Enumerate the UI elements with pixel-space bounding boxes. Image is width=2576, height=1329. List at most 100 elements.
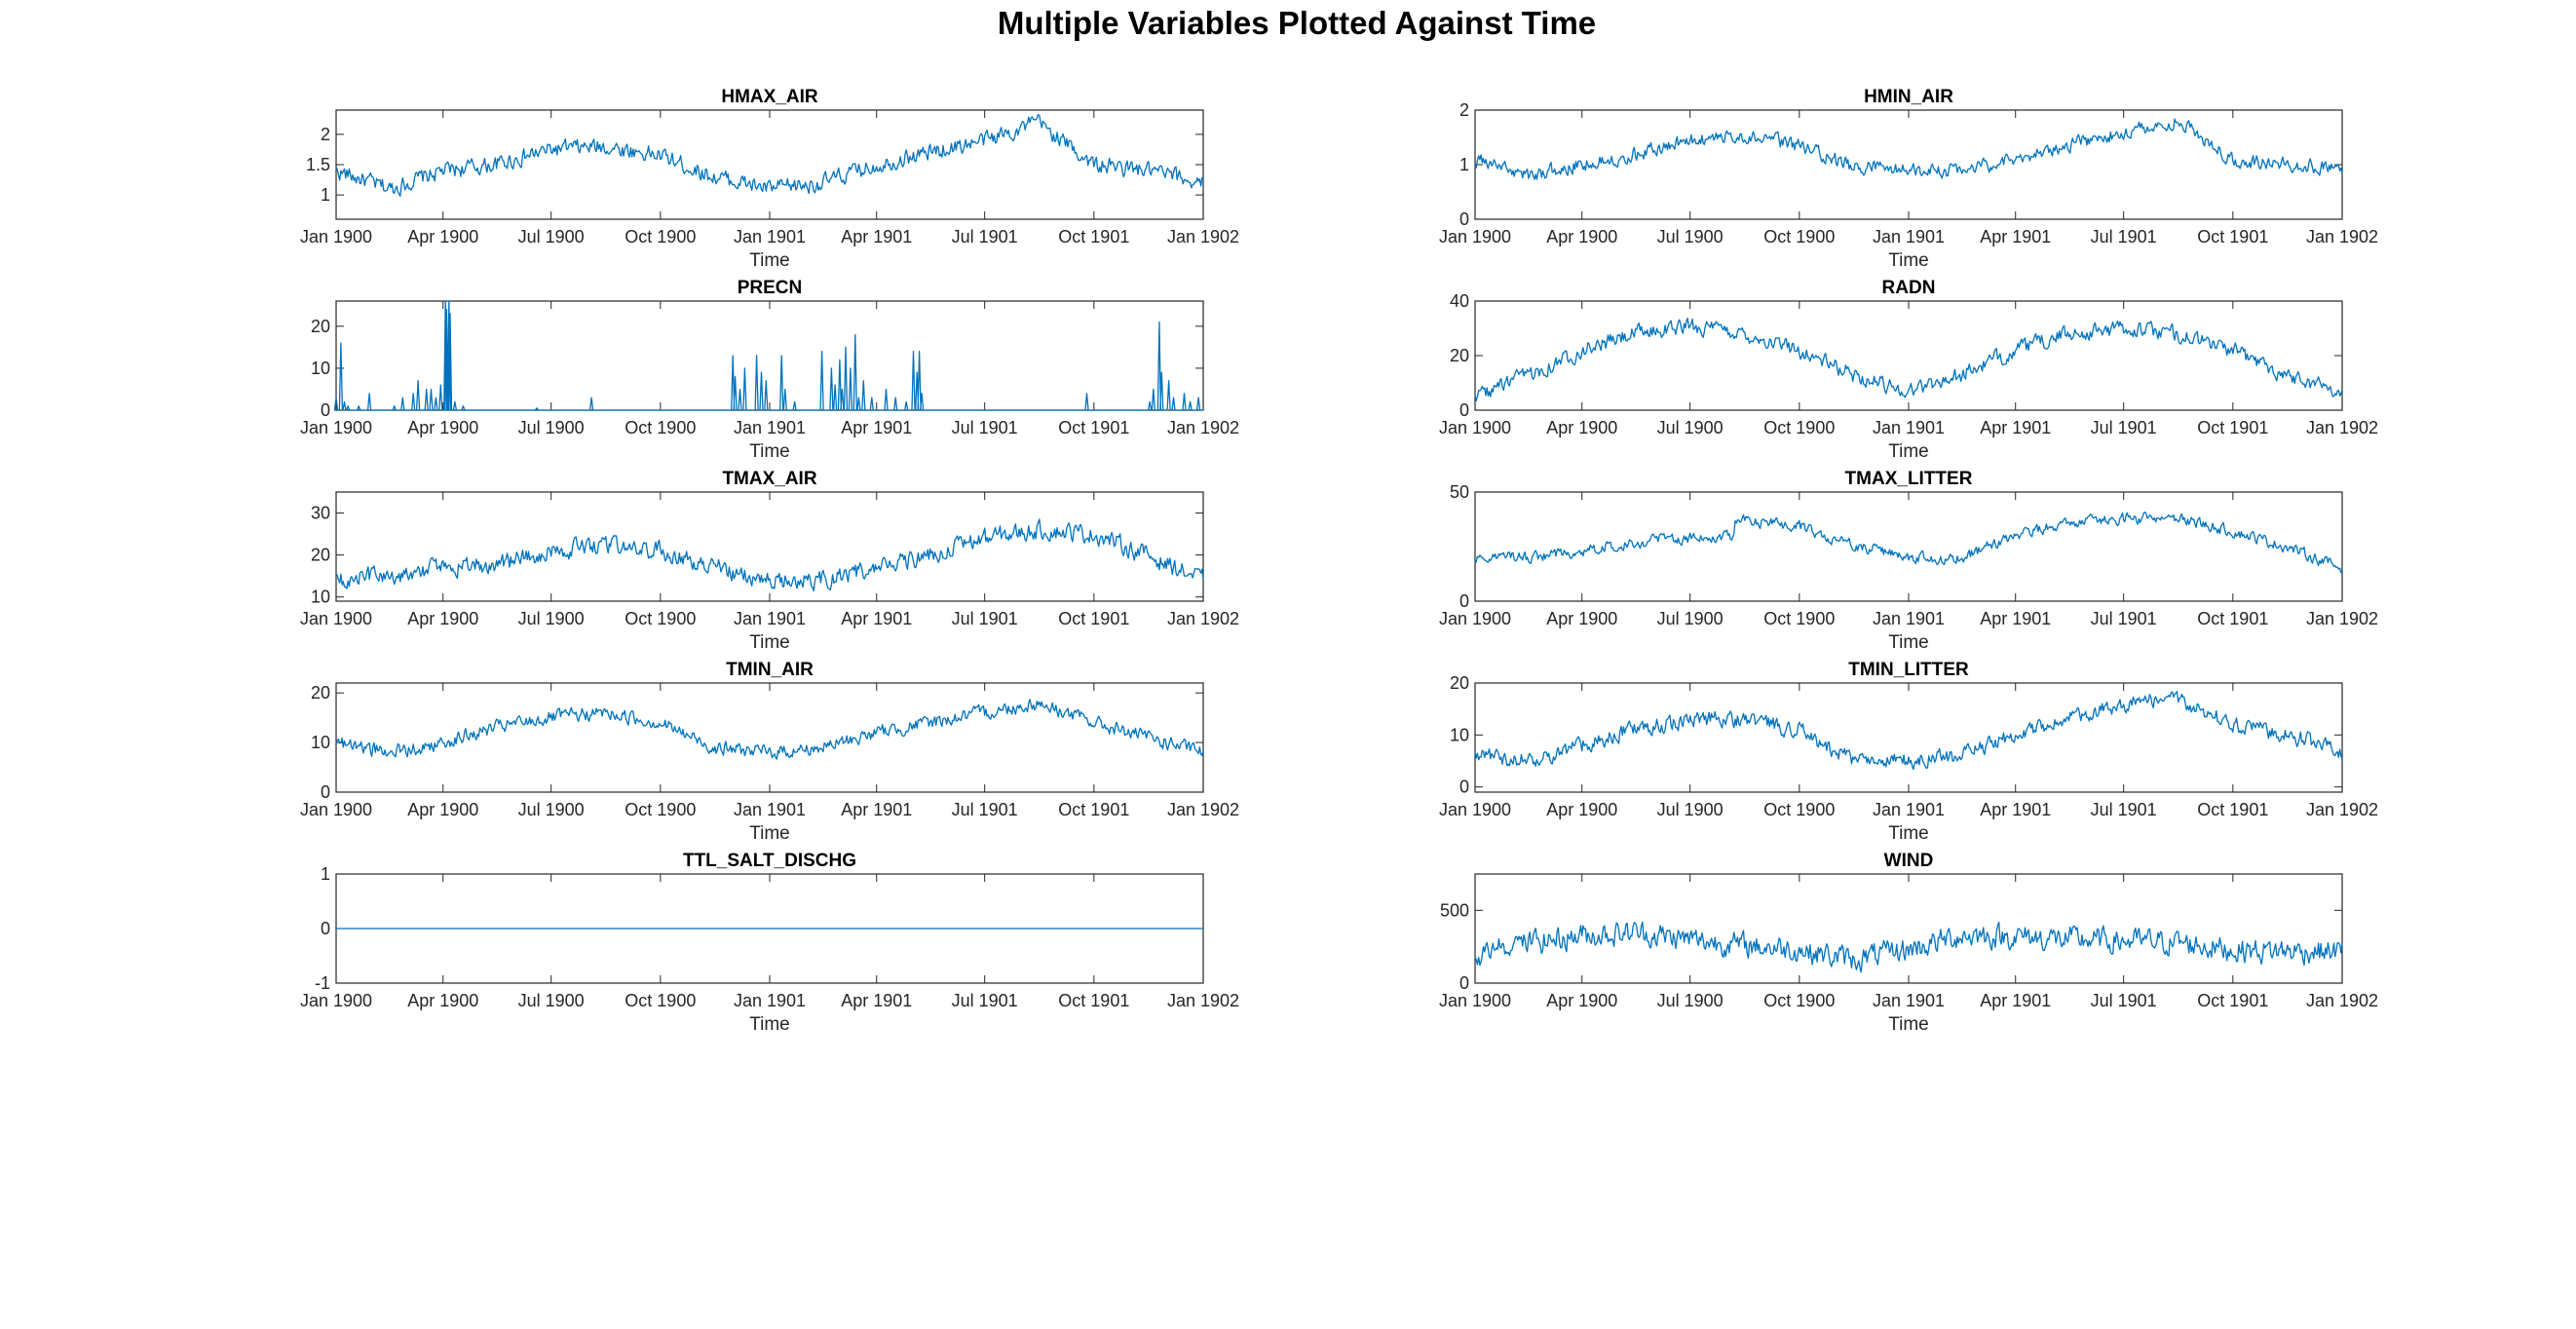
x-tick-label: Jan 1901 <box>1873 991 1945 1010</box>
subplot-hmax-air: HMAX_AIR Jan 1900 Apr 1900 Jul 1900 Oct 1900… <box>300 87 1239 271</box>
series-line-tmax-litter <box>1474 512 2343 574</box>
x-tick-label: Jan 1900 <box>300 991 372 1010</box>
y-tick-label: 1.5 <box>306 155 330 174</box>
x-tick-label: Jan 1901 <box>734 800 806 819</box>
x-tick-label: Apr 1901 <box>841 418 912 437</box>
y-tick-label: 0 <box>1459 209 1469 229</box>
x-tick-label: Jul 1901 <box>2091 609 2157 628</box>
x-tick-label: Jul 1900 <box>1657 418 1724 437</box>
series-line-tmax-air <box>335 518 1204 592</box>
x-tick-label: Jan 1901 <box>1873 800 1945 819</box>
x-tick-label: Jan 1900 <box>300 609 372 628</box>
subplot-grid: HMAX_AIR Jan 1900 Apr 1900 Jul 1900 Oct 1900… <box>300 87 2378 1035</box>
x-tick-label: Jan 1902 <box>2306 609 2378 628</box>
x-axis-label-tmin-litter: Time <box>1888 823 1929 844</box>
x-tick-label: Jan 1900 <box>300 800 372 819</box>
x-tick-label: Jan 1900 <box>1439 609 1511 628</box>
x-tick-label: Apr 1901 <box>841 800 912 819</box>
x-tick-label: Jul 1900 <box>1657 227 1724 247</box>
x-tick-label: Jul 1901 <box>952 991 1018 1010</box>
x-tick-label: Jan 1900 <box>300 227 372 247</box>
y-tick-label: 10 <box>311 733 330 752</box>
subplot-title-ttl-salt-dischg: TTL_SALT_DISCHG <box>683 851 856 871</box>
x-tick-label: Jan 1900 <box>1439 418 1511 437</box>
x-tick-label: Jul 1901 <box>952 227 1018 247</box>
x-tick-label: Apr 1901 <box>841 227 912 247</box>
y-tick-label: 40 <box>1450 291 1469 311</box>
x-tick-label: Jan 1900 <box>1439 991 1511 1010</box>
x-tick-label: Oct 1900 <box>1763 991 1835 1010</box>
series-line-tmin-air <box>335 699 1204 760</box>
x-tick-label: Jul 1901 <box>2091 991 2157 1010</box>
subplot-title-hmin-air: HMIN_AIR <box>1864 87 1953 107</box>
y-tick-label: 0 <box>1459 400 1469 420</box>
x-tick-label: Oct 1900 <box>625 800 696 819</box>
x-tick-label: Apr 1900 <box>1546 800 1617 819</box>
x-tick-label: Jan 1901 <box>1873 609 1945 628</box>
x-tick-label: Oct 1901 <box>1058 800 1129 819</box>
plot-area-tmax-air <box>335 491 1204 602</box>
x-tick-label: Oct 1900 <box>625 418 696 437</box>
x-tick-label: Jul 1901 <box>2091 227 2157 247</box>
series-line-radn <box>1474 317 2343 402</box>
x-tick-label: Oct 1901 <box>2197 800 2268 819</box>
y-tick-label: 1 <box>1459 155 1469 174</box>
x-tick-label: Apr 1901 <box>1980 609 2051 628</box>
y-tick-label: 20 <box>1450 346 1469 365</box>
plot-area-wind <box>1474 873 2343 984</box>
subplot-title-radn: RADN <box>1882 278 1936 298</box>
subplot-precn: PRECN Jan 1900 Apr 1900 Jul 1900 Oct 1900 Jan… <box>300 278 1239 462</box>
y-tick-label: 0 <box>1459 973 1469 993</box>
x-tick-label: Oct 1901 <box>2197 991 2268 1010</box>
x-tick-label: Apr 1901 <box>841 609 912 628</box>
y-tick-label: 0 <box>321 919 330 938</box>
x-tick-label: Oct 1900 <box>1763 418 1835 437</box>
x-axis-label-radn: Time <box>1888 441 1929 462</box>
x-axis-label-hmin-air: Time <box>1888 250 1929 271</box>
y-tick-label: 2 <box>321 125 330 144</box>
y-tick-label: 20 <box>311 317 330 336</box>
x-tick-label: Jul 1900 <box>518 418 585 437</box>
figure-title: Multiple Variables Plotted Against Time <box>998 5 1596 41</box>
x-tick-label: Apr 1901 <box>1980 227 2051 247</box>
x-tick-label: Jan 1902 <box>2306 418 2378 437</box>
x-tick-label: Jul 1900 <box>518 991 585 1010</box>
x-tick-label: Jul 1900 <box>1657 609 1724 628</box>
subplot-title-wind: WIND <box>1884 851 1934 871</box>
y-tick-label: 10 <box>1450 725 1469 744</box>
y-tick-label: 0 <box>321 400 330 420</box>
x-tick-label: Oct 1900 <box>625 609 696 628</box>
x-tick-label: Jul 1901 <box>2091 800 2157 819</box>
x-tick-label: Jan 1901 <box>1873 418 1945 437</box>
x-tick-label: Jan 1901 <box>734 609 806 628</box>
x-tick-label: Jul 1900 <box>1657 800 1724 819</box>
series-line-tmin-litter <box>1474 691 2343 771</box>
y-tick-label: 2 <box>1459 100 1469 120</box>
x-tick-label: Apr 1901 <box>1980 800 2051 819</box>
x-tick-label: Jan 1902 <box>2306 991 2378 1010</box>
y-tick-label: 30 <box>311 504 330 523</box>
x-axis-label-hmax-air: Time <box>749 250 790 271</box>
x-tick-label: Jan 1901 <box>1873 227 1945 247</box>
x-axis-label-ttl-salt-dischg: Time <box>749 1014 790 1035</box>
x-tick-label: Jan 1900 <box>300 418 372 437</box>
plot-area-precn <box>335 300 1204 411</box>
plot-area-hmax-air <box>335 109 1204 220</box>
x-tick-label: Jan 1902 <box>1167 418 1239 437</box>
subplot-tmin-litter: TMIN_LITTER Jan 1900 Apr 1900 Jul 1900 Oct 1… <box>1439 660 2378 844</box>
plot-area-tmin-litter <box>1474 682 2343 793</box>
x-tick-label: Jul 1900 <box>518 227 585 247</box>
x-tick-label: Apr 1901 <box>1980 418 2051 437</box>
x-tick-label: Jan 1902 <box>1167 991 1239 1010</box>
y-tick-label: 50 <box>1450 482 1469 502</box>
x-tick-label: Oct 1900 <box>1763 227 1835 247</box>
y-tick-label: 0 <box>1459 591 1469 611</box>
x-tick-label: Jul 1901 <box>2091 418 2157 437</box>
x-axis-label-tmax-litter: Time <box>1888 632 1929 653</box>
plot-area-tmin-air <box>335 682 1204 793</box>
series-line-precn <box>333 300 1203 411</box>
plot-area-tmax-litter <box>1474 491 2343 602</box>
y-tick-label: 10 <box>311 359 330 378</box>
